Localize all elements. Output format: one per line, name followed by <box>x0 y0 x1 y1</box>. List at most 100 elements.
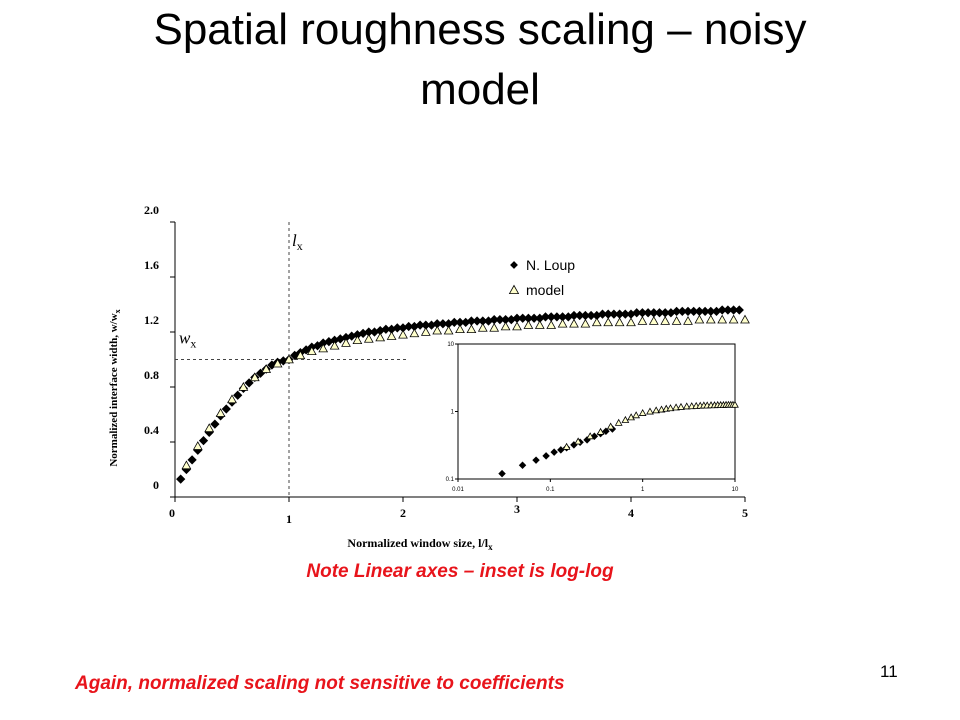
inset-loglog-chart: 0.01 0.1 1 10 0.1 1 10 <box>446 342 739 493</box>
model-point <box>192 441 203 450</box>
slide-title-line-2: model <box>420 65 540 114</box>
model-point <box>591 317 602 327</box>
model-point <box>512 321 522 331</box>
x-tick-label: 5 <box>742 506 748 520</box>
model-point <box>682 402 691 410</box>
n-loup-point <box>734 305 744 315</box>
n-loup-point <box>233 390 243 400</box>
model-point <box>352 335 363 345</box>
model-point <box>626 317 636 327</box>
model-point <box>580 318 591 328</box>
model-point <box>728 314 739 324</box>
n-loup-point <box>557 446 565 454</box>
footer-note: Again, normalized scaling not sensitive … <box>75 673 565 694</box>
model-point <box>717 314 728 324</box>
legend: N. Loup model <box>508 257 575 298</box>
model-point <box>386 331 397 340</box>
model-point <box>489 322 500 332</box>
model-point <box>671 315 682 325</box>
model-point <box>284 354 294 364</box>
model-point <box>603 317 614 327</box>
y-axis-title: Normalized interface width, w/wx <box>108 309 122 466</box>
model-point <box>261 364 272 373</box>
inset-x-tick-label: 0.01 <box>452 487 464 493</box>
model-point <box>731 400 739 408</box>
model-point <box>652 406 661 414</box>
model-point <box>596 427 605 435</box>
model-point <box>295 350 306 360</box>
model-point <box>215 408 226 417</box>
inset-y-tick-label: 1 <box>451 410 455 416</box>
y-tick-label: 0 <box>153 478 159 492</box>
model-point <box>455 324 465 334</box>
n-loup-point <box>602 427 610 435</box>
slide-title: Spatial roughness scaling – noisy model <box>40 0 920 120</box>
inset-x-tick-label: 1 <box>641 487 645 493</box>
model-point <box>683 315 693 325</box>
n-loup-point <box>210 419 220 429</box>
model-point <box>363 333 374 343</box>
n-loup-point <box>542 452 550 460</box>
y-tick-label: 1.2 <box>144 313 159 327</box>
x-tick-label: 2 <box>400 506 406 520</box>
x-axis-title: Normalized window size, l/lx <box>347 536 493 552</box>
model-point <box>569 318 579 328</box>
model-point <box>574 437 583 445</box>
model-point <box>705 314 716 324</box>
model-point <box>523 320 534 329</box>
x-tick-label: 3 <box>514 502 520 516</box>
inset-y-tick-label: 10 <box>447 342 454 348</box>
x-tick-label: 0 <box>169 506 175 520</box>
model-point <box>562 442 571 450</box>
model-point <box>398 329 408 339</box>
model-point <box>500 321 511 331</box>
model-point <box>443 325 454 335</box>
lx-label: lx <box>292 231 303 253</box>
model-point <box>272 358 283 368</box>
n-loup-point <box>550 448 558 456</box>
n-loup-point <box>221 404 231 414</box>
model-point <box>638 408 647 416</box>
model-point <box>341 337 351 347</box>
model-point <box>660 315 671 325</box>
slide-title-line-1: Spatial roughness scaling – noisy <box>153 5 807 54</box>
model-point <box>238 381 249 391</box>
n-loup-point <box>518 461 527 469</box>
model-point <box>508 284 520 295</box>
n-loup-point <box>510 261 518 269</box>
model-point <box>646 407 654 415</box>
inset-frame <box>457 343 736 480</box>
model-point <box>606 422 615 430</box>
model-point <box>181 460 192 470</box>
model-point <box>632 411 641 419</box>
y-tick-label: 0.8 <box>144 368 159 382</box>
x-tick-label: 1 <box>286 512 292 526</box>
model-point <box>306 346 317 356</box>
model-point <box>666 404 675 412</box>
model-point <box>420 326 431 336</box>
inset-y-tick-label: 0.1 <box>446 477 455 483</box>
y-tick-label: 0.4 <box>144 423 159 437</box>
inset-x-tick-label: 0.1 <box>546 487 555 493</box>
model-point <box>740 314 750 324</box>
wx-label: wx <box>179 329 196 351</box>
n-loup-point <box>176 474 186 484</box>
model-point <box>204 423 215 433</box>
legend-label-n-loup: N. Loup <box>526 257 575 273</box>
n-loup-point <box>187 455 197 465</box>
model-point <box>614 418 623 426</box>
model-point <box>627 413 636 421</box>
model-point <box>637 315 648 325</box>
n-loup-point <box>198 436 209 446</box>
model-point <box>648 315 659 325</box>
series-model <box>181 314 750 470</box>
model-point <box>694 314 705 324</box>
model-point <box>677 402 685 410</box>
x-tick-label: 4 <box>628 506 634 520</box>
model-point <box>621 415 630 423</box>
n-loup-point <box>532 456 540 464</box>
model-point <box>227 394 237 404</box>
model-point <box>546 320 557 329</box>
y-tick-label: 1.6 <box>144 258 159 272</box>
